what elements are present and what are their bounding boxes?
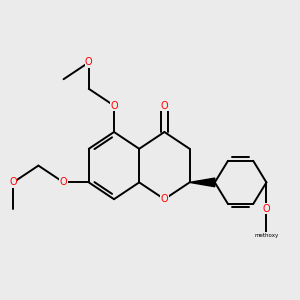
Text: O: O [9,177,17,188]
Text: O: O [110,100,118,111]
Text: O: O [60,177,68,188]
Text: O: O [160,100,168,111]
Text: methoxy: methoxy [254,233,278,238]
Text: O: O [262,204,270,214]
Text: O: O [85,57,93,68]
Text: O: O [160,194,168,204]
Polygon shape [190,178,215,187]
